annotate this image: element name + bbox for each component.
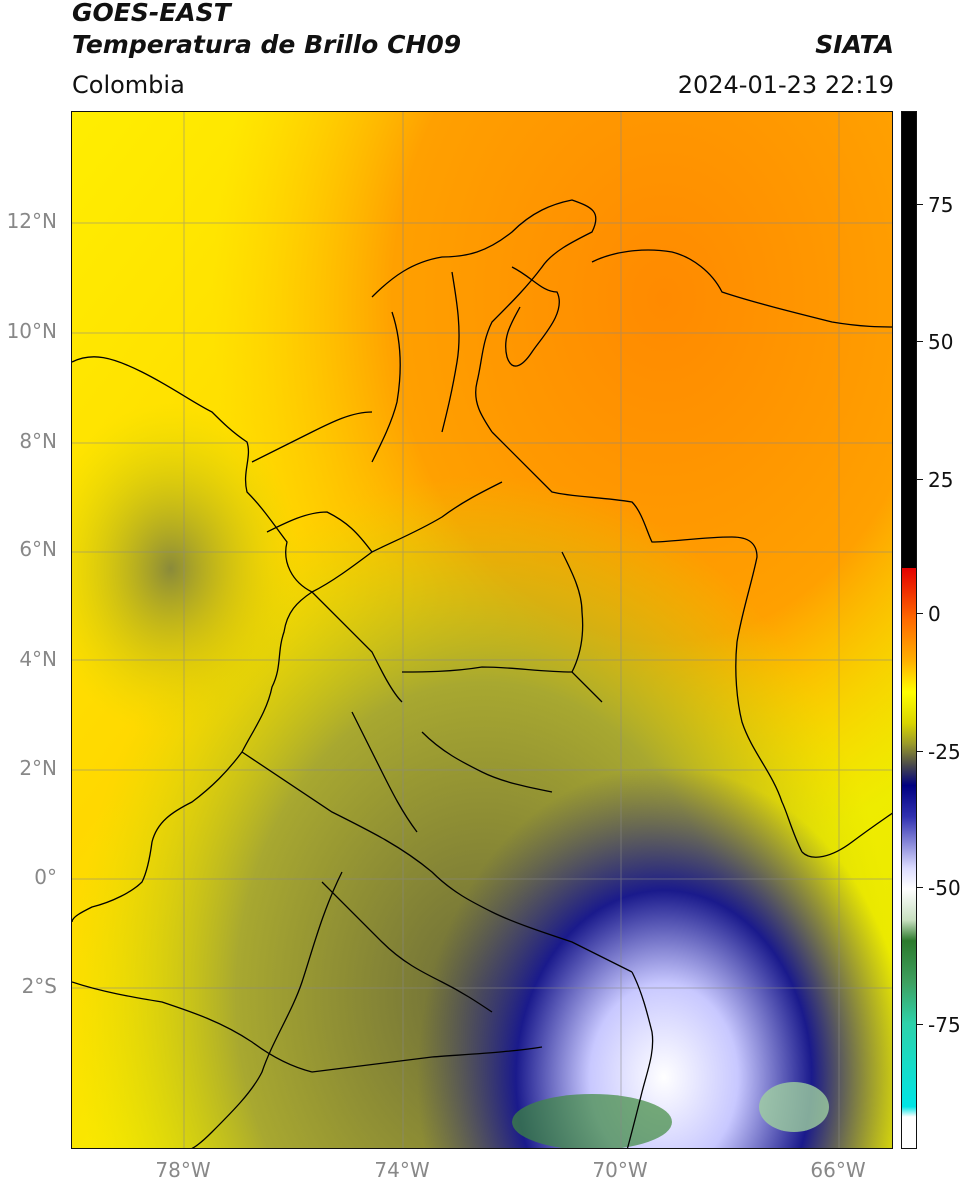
- lat-label-0: 0°: [34, 865, 57, 889]
- colorbar-tick: [917, 479, 923, 480]
- map-canvas: [72, 112, 892, 1148]
- lat-label-8n: 8°N: [19, 429, 57, 453]
- lat-label-6n: 6°N: [19, 537, 57, 561]
- colorbar-label-75: 75: [928, 193, 954, 217]
- brand-label: SIATA: [815, 30, 894, 59]
- colorbar-label-minus75: -75: [928, 1013, 961, 1037]
- colorbar-label-0: 0: [928, 602, 941, 626]
- lat-label-12n: 12°N: [6, 209, 57, 233]
- colorbar-tick: [917, 1024, 923, 1025]
- colorbar-label-25: 25: [928, 468, 954, 492]
- colorbar-tick: [917, 751, 923, 752]
- lon-label-78w: 78°W: [155, 1158, 211, 1182]
- colorbar-tick: [917, 613, 923, 614]
- product-subtitle: Temperatura de Brillo CH09: [72, 30, 462, 59]
- lat-label-4n: 4°N: [19, 647, 57, 671]
- lon-label-74w: 74°W: [374, 1158, 430, 1182]
- colorbar-label-50: 50: [928, 330, 954, 354]
- coastlines-and-borders: [72, 199, 892, 1148]
- colorbar-label-minus50: -50: [928, 876, 961, 900]
- satellite-map[interactable]: [71, 111, 893, 1149]
- gridlines: [72, 112, 892, 1148]
- colorbar-tick: [917, 341, 923, 342]
- lon-label-66w: 66°W: [810, 1158, 866, 1182]
- colorbar-tick: [917, 204, 923, 205]
- product-title: GOES-EAST: [72, 0, 231, 27]
- lat-label-2n: 2°N: [19, 756, 57, 780]
- colorbar-tick: [917, 887, 923, 888]
- colorbar: [901, 111, 917, 1149]
- lon-label-70w: 70°W: [592, 1158, 648, 1182]
- lat-label-10n: 10°N: [6, 319, 57, 343]
- region-label: Colombia: [72, 71, 185, 99]
- colorbar-label-minus25: -25: [928, 740, 961, 764]
- timestamp: 2024-01-23 22:19: [677, 71, 894, 99]
- lat-label-2s: 2°S: [21, 974, 57, 998]
